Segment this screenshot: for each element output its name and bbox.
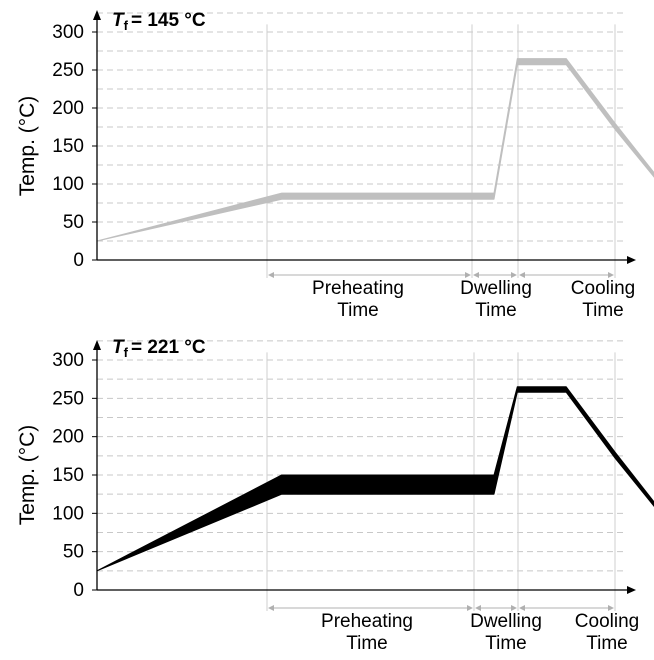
phase-label: Cooling Time: [575, 611, 639, 654]
y-axis-label: Temp. (°C): [16, 96, 39, 197]
x-axis-arrow: [627, 586, 636, 594]
y-tick-label: 300: [52, 22, 84, 43]
y-tick-label: 250: [52, 60, 84, 81]
y-axis-label: Temp. (°C): [16, 425, 39, 526]
panel-1: 0 50 100 150 200 250 300 Temp. (°C) Tf = 145 °C Pr…: [16, 10, 654, 321]
y-axis-arrow: [93, 10, 101, 20]
phase-label: Cooling Time: [571, 278, 635, 321]
y-tick-label: 150: [52, 136, 84, 157]
phase-label: Preheating Time: [321, 611, 413, 654]
y-tick-label: 150: [52, 465, 84, 486]
y-tick-label: 100: [52, 174, 84, 195]
y-tick-label: 300: [52, 350, 84, 371]
y-axis-arrow: [93, 340, 101, 350]
y-tick-label: 0: [73, 250, 84, 271]
phase-label: Dwelling Time: [460, 278, 532, 321]
chart-title: Tf = 221 °C: [112, 337, 206, 360]
phase-label: Dwelling Time: [470, 611, 542, 654]
temperature-profile-band: [96, 386, 654, 572]
y-tick-label: 0: [73, 580, 84, 601]
phase-arrow: [268, 605, 473, 611]
panel-2: 0 50 100 150 200 250 300 Temp. (°C) Tf = 221 °C Pr…: [16, 337, 654, 654]
phase-arrow: [475, 605, 517, 611]
y-tick-label: 200: [52, 427, 84, 448]
y-tick-label: 50: [63, 542, 84, 563]
x-axis-arrow: [627, 256, 636, 264]
y-tick-label: 50: [63, 212, 84, 233]
y-tick-label: 200: [52, 98, 84, 119]
phase-arrow: [519, 605, 614, 611]
phase-arrow: [519, 272, 614, 278]
y-tick-label: 250: [52, 388, 84, 409]
phase-label: Preheating Time: [312, 278, 404, 321]
phase-arrow: [473, 272, 517, 278]
chart-title: Tf = 145 °C: [112, 10, 206, 33]
y-tick-label: 100: [52, 503, 84, 524]
temperature-profile-band: [96, 58, 654, 242]
phase-arrow: [268, 272, 471, 278]
